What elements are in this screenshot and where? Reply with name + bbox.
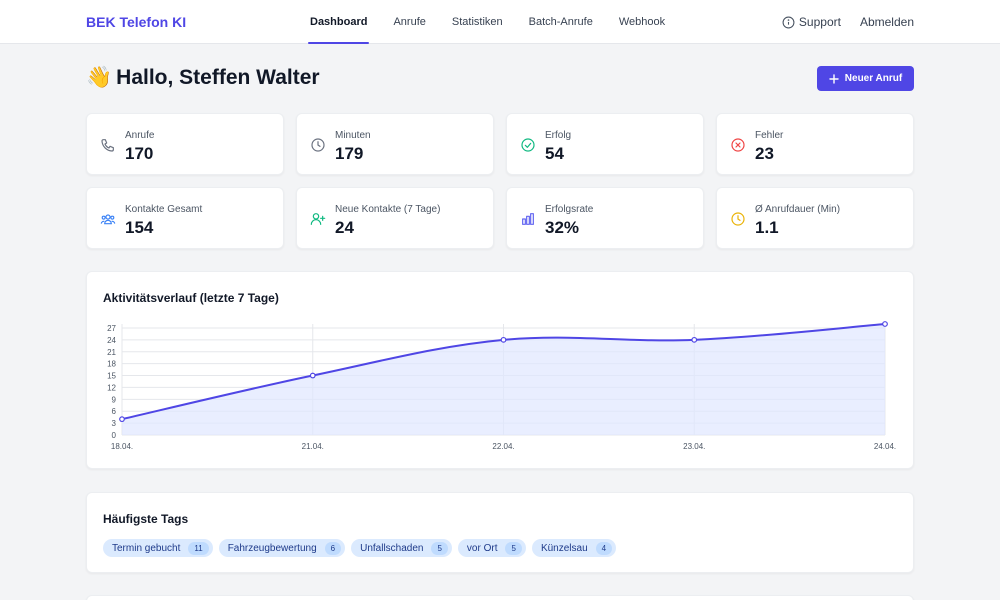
stat-card-kontakte-gesamt: Kontakte Gesamt 154: [86, 187, 284, 249]
stat-card-erfolgsrate: Erfolgsrate 32%: [506, 187, 704, 249]
header-actions: Support Abmelden: [782, 0, 914, 44]
x-tick-label: 24.04.: [874, 442, 896, 451]
main-nav: Dashboard Anrufe Statistiken Batch-Anruf…: [297, 0, 678, 44]
page-title: 👋 Hallo, Steffen Walter: [86, 66, 320, 90]
tag-chip[interactable]: vor Ort 5: [457, 539, 526, 557]
stat-label: Fehler: [755, 130, 784, 141]
stat-value: 54: [545, 144, 564, 163]
check-circle-icon: [521, 138, 535, 152]
tag-count: 4: [595, 541, 613, 555]
stat-label: Anrufe: [125, 130, 155, 141]
stat-value: 32%: [545, 218, 580, 237]
tag-label: Fahrzeugbewertung: [227, 542, 317, 554]
new-call-label: Neuer Anruf: [844, 73, 903, 84]
new-call-button[interactable]: Neuer Anruf: [817, 66, 914, 91]
y-tick-label: 15: [107, 372, 116, 381]
user-plus-icon: [310, 213, 326, 225]
top-tags-card: Häufigste Tags Termin gebucht 11 Fahrzeug…: [86, 492, 914, 573]
tag-count: 11: [188, 541, 209, 555]
users-icon: [100, 214, 116, 225]
y-tick-label: 18: [107, 360, 116, 369]
greeting-text: Hallo, Steffen Walter: [116, 66, 320, 89]
nav-statistiken[interactable]: Statistiken: [451, 16, 503, 28]
tags-title: Häufigste Tags: [103, 512, 189, 526]
x-tick-label: 22.04.: [492, 442, 514, 451]
stat-value: 154: [125, 218, 154, 237]
stat-label: Ø Anrufdauer (Min): [755, 204, 841, 215]
stat-label: Minuten: [335, 130, 371, 141]
stat-label: Neue Kontakte (7 Tage): [335, 204, 441, 215]
y-tick-label: 3: [112, 419, 117, 428]
support-link[interactable]: Support: [782, 15, 841, 29]
tag-count: 6: [324, 541, 342, 555]
clock-icon: [731, 212, 745, 226]
phone-icon: [101, 139, 114, 152]
tag-chip[interactable]: Fahrzeugbewertung 6: [218, 539, 346, 557]
logout-link[interactable]: Abmelden: [859, 15, 914, 29]
data-point: [309, 372, 316, 379]
stat-value: 170: [125, 144, 154, 163]
data-point: [119, 416, 125, 423]
tag-count: 5: [505, 541, 522, 555]
next-section-card: [86, 595, 914, 600]
x-tick-label: 18.04.: [111, 442, 133, 451]
x-tick-label: 21.04.: [302, 442, 324, 451]
y-tick-label: 27: [107, 324, 116, 333]
activity-chart: 0 3 6 9 12 15 18 21 24 27 18.04. 21.04. 22.04. 23.04.…: [107, 321, 896, 451]
x-circle-icon: [731, 138, 745, 152]
wave-emoji: 👋: [86, 66, 113, 89]
info-icon: [782, 16, 795, 28]
stat-card-anrufdauer: Ø Anrufdauer (Min) 1.1: [716, 187, 914, 249]
activity-chart-card: Aktivitätsverlauf (letzte 7 Tage) 0 3 6 9 12…: [86, 271, 914, 469]
tag-chip[interactable]: Termin gebucht 11: [103, 539, 213, 557]
tag-chip[interactable]: Unfallschaden 5: [351, 539, 452, 557]
support-label: Support: [798, 15, 841, 29]
y-tick-label: 9: [112, 395, 117, 404]
y-tick-label: 21: [107, 348, 116, 357]
tag-label: Termin gebucht: [112, 542, 181, 554]
stat-value: 179: [335, 144, 364, 163]
stat-card-fehler: Fehler 23: [716, 113, 914, 175]
top-navigation-bar: BEK Telefon KI Dashboard Anrufe Statisti…: [0, 0, 1000, 44]
stat-card-minuten: Minuten 179: [296, 113, 494, 175]
tag-label: vor Ort: [466, 542, 498, 554]
chart-title: Aktivitätsverlauf (letzte 7 Tage): [103, 291, 279, 305]
data-point: [882, 321, 888, 327]
y-tick-label: 6: [112, 407, 117, 416]
stat-value: 24: [335, 218, 354, 237]
tag-chip[interactable]: Künzelsau 4: [531, 539, 617, 557]
data-point: [691, 336, 698, 343]
nav-webhook[interactable]: Webhook: [618, 16, 666, 28]
data-point: [500, 336, 507, 343]
tag-list: Termin gebucht 11 Fahrzeugbewertung 6 Unfa…: [103, 539, 617, 557]
nav-batch-anrufe[interactable]: Batch-Anrufe: [528, 16, 593, 28]
clock-icon: [311, 138, 325, 152]
stat-value: 23: [755, 144, 774, 163]
nav-anrufe[interactable]: Anrufe: [393, 16, 426, 28]
bar-chart-icon: [522, 213, 534, 225]
stat-value: 1.1: [755, 218, 779, 237]
y-tick-label: 12: [107, 383, 116, 392]
stat-label: Kontakte Gesamt: [125, 204, 203, 215]
plus-icon: [829, 73, 839, 84]
brand-logo[interactable]: BEK Telefon KI: [86, 14, 187, 30]
y-tick-label: 24: [107, 336, 116, 345]
stat-card-erfolg: Erfolg 54: [506, 113, 704, 175]
nav-dashboard[interactable]: Dashboard: [297, 0, 380, 44]
stat-label: Erfolg: [545, 130, 572, 141]
series-area: [122, 324, 885, 435]
tag-count: 5: [431, 541, 448, 555]
tag-label: Unfallschaden: [360, 542, 424, 554]
stat-label: Erfolgsrate: [545, 204, 594, 215]
tag-label: Künzelsau: [540, 542, 588, 554]
y-tick-label: 0: [112, 431, 117, 440]
x-tick-label: 23.04.: [683, 442, 705, 451]
stat-card-anrufe: Anrufe 170: [86, 113, 284, 175]
stat-card-neue-kontakte: Neue Kontakte (7 Tage) 24: [296, 187, 494, 249]
